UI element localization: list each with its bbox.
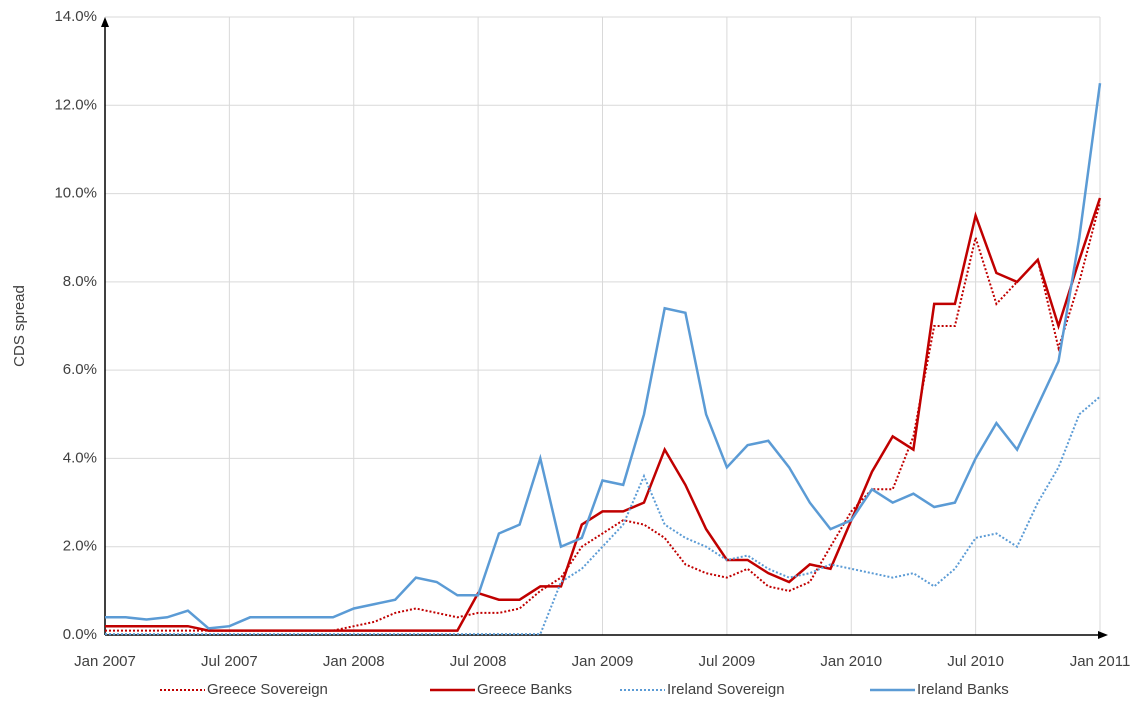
x-tick-label: Jan 2008 xyxy=(323,653,385,670)
series-line xyxy=(105,395,1101,636)
y-tick-label: 0.0% xyxy=(63,626,97,643)
legend-label: Greece Banks xyxy=(477,681,572,698)
x-tick-label: Jan 2010 xyxy=(820,653,882,670)
x-tick-label: Jul 2008 xyxy=(450,653,507,670)
y-axis-label: CDS spread xyxy=(11,285,28,367)
x-tick-label: Jan 2009 xyxy=(572,653,634,670)
series-line xyxy=(105,197,1102,632)
x-tick-label: Jan 2011 xyxy=(1070,653,1131,670)
x-axis-arrow xyxy=(1098,631,1108,639)
x-tick-label: Jul 2007 xyxy=(201,653,258,670)
y-tick-label: 4.0% xyxy=(63,449,97,466)
x-tick-label: Jan 2007 xyxy=(74,653,136,670)
y-tick-label: 12.0% xyxy=(54,96,97,113)
y-tick-label: 8.0% xyxy=(63,273,97,290)
legend-label: Ireland Sovereign xyxy=(667,681,785,698)
y-axis-arrow xyxy=(101,17,109,27)
x-tick-label: Jul 2010 xyxy=(947,653,1004,670)
legend-label: Ireland Banks xyxy=(917,681,1009,698)
series-line xyxy=(105,83,1102,630)
legend-label: Greece Sovereign xyxy=(207,681,328,698)
x-tick-label: Jul 2009 xyxy=(699,653,756,670)
y-tick-label: 2.0% xyxy=(63,538,97,555)
y-tick-label: 14.0% xyxy=(54,8,97,25)
y-tick-label: 10.0% xyxy=(54,185,97,202)
y-tick-label: 6.0% xyxy=(63,361,97,378)
